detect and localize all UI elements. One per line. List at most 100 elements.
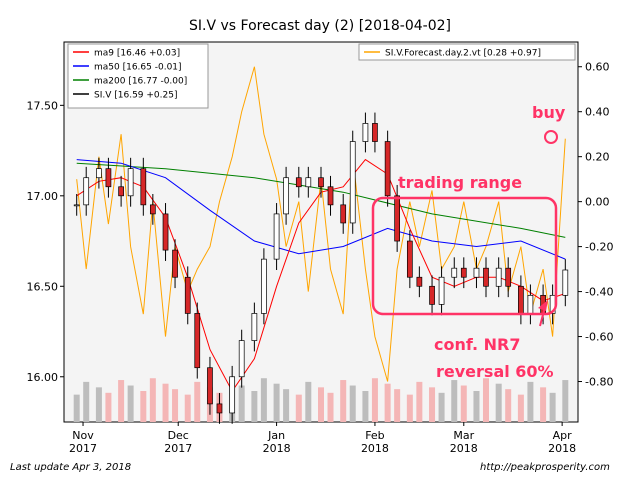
legend-left-label: ma200 [16.77 -0.00] <box>94 77 187 87</box>
volume-bar <box>318 387 324 422</box>
candle-body <box>172 249 178 278</box>
volume-bar <box>194 381 201 422</box>
y-left-tick-label: 17.00 <box>27 190 59 203</box>
volume-bar <box>473 390 480 422</box>
candle-body <box>140 168 147 206</box>
legend-left-box <box>67 43 209 109</box>
conf-nr7-label: conf. NR7 <box>434 335 520 354</box>
candle-body <box>527 294 534 314</box>
candle-body <box>238 340 245 378</box>
candle-body <box>149 204 156 215</box>
y-right-tick-label: -0.20 <box>585 241 613 254</box>
x-tick-label: Nov <box>72 429 94 442</box>
candle-body <box>372 123 378 142</box>
axes: 16.00 16.50 17.00 17.50 -0.80 -0.60 -0.40 -0.20… <box>27 61 614 455</box>
volume-bar <box>118 380 125 422</box>
ma50-line <box>76 159 566 260</box>
candle-body <box>384 141 391 197</box>
candle-body <box>184 276 191 314</box>
candle-body <box>327 186 334 206</box>
volume-bar <box>283 389 290 422</box>
candle-body <box>518 285 524 314</box>
volume-bar <box>305 381 312 422</box>
candle-body <box>394 195 400 242</box>
candle-body <box>349 141 356 224</box>
volume-bar <box>105 392 112 422</box>
volume-bar <box>505 389 512 422</box>
y-right-tick-label: -0.60 <box>585 331 613 344</box>
volume-bars <box>73 378 569 422</box>
volume-bar <box>394 389 401 422</box>
candle-body <box>207 367 213 405</box>
legend-right-box <box>358 43 576 61</box>
volume-bar <box>172 389 179 422</box>
reversal-label: reversal 60% <box>436 362 554 381</box>
candle-body <box>362 123 369 142</box>
volume-bar <box>406 394 413 422</box>
candle-body <box>295 177 302 188</box>
volume-bar <box>238 385 245 422</box>
x-tick-label: Feb <box>365 429 384 442</box>
candle-body <box>251 313 258 341</box>
candle-body <box>451 267 458 278</box>
x-tick-label: 2018 <box>450 442 478 455</box>
y-right-tick-label: -0.80 <box>585 376 613 389</box>
footer-left: Last update Apr 3, 2018 <box>10 462 132 473</box>
volume-bar <box>95 387 102 422</box>
y-right-tick-label: 0.40 <box>585 106 610 119</box>
candle-body <box>438 276 445 305</box>
y-left-tick-label: 16.50 <box>27 280 59 293</box>
ma200-line <box>76 162 566 238</box>
candle-body <box>73 204 80 207</box>
candle-body <box>473 267 480 278</box>
candle-body <box>318 177 324 188</box>
volume-bar <box>527 381 534 422</box>
candle-body <box>162 213 169 251</box>
x-tick-label: Jan <box>267 429 285 442</box>
y-right-tick-label: 0.60 <box>585 61 610 74</box>
candle-body <box>562 269 569 296</box>
candle-body <box>216 403 223 414</box>
y-right-tick-label: 0.20 <box>585 151 610 164</box>
x-tick-label: 2018 <box>361 442 389 455</box>
volume-bar <box>362 390 369 422</box>
candle-body <box>127 168 134 197</box>
buy-label: buy <box>532 103 566 122</box>
candle-body <box>96 168 102 179</box>
candle-body <box>261 258 267 314</box>
candle-body <box>505 267 512 287</box>
buy-marker <box>544 130 558 144</box>
legend-right-label: SI.V.Forecast.day.2.vt [0.28 +0.97] <box>385 49 541 59</box>
volume-bar <box>429 387 436 422</box>
x-tick-label: Apr <box>553 429 573 442</box>
candle-body <box>83 177 90 206</box>
volume-bar <box>149 378 156 422</box>
volume-bar <box>251 390 258 422</box>
legend-left-label: ma9 [16.46 +0.03] <box>94 49 180 59</box>
trading-range-label: trading range <box>398 173 522 192</box>
x-tick-label: Dec <box>168 429 189 442</box>
volume-bar <box>340 380 347 422</box>
legend-left-label: ma50 [16.65 -0.01] <box>94 63 182 73</box>
candle-body <box>194 313 201 369</box>
volume-bar <box>495 383 502 422</box>
y-right-tick-label: -0.40 <box>585 286 613 299</box>
candle-body <box>105 168 112 188</box>
x-tick-label: 2017 <box>164 442 192 455</box>
volume-bar <box>451 380 458 422</box>
volume-bar <box>327 392 334 422</box>
volume-bar <box>384 383 391 422</box>
x-tick-label: 2017 <box>69 442 97 455</box>
candle-body <box>229 376 236 414</box>
volume-bar <box>349 385 356 422</box>
footer-right: http://peakprosperity.com <box>480 462 610 473</box>
x-tick-label: 2018 <box>263 442 291 455</box>
volume-bar <box>460 385 467 422</box>
y-left-tick-label: 17.50 <box>27 99 59 112</box>
volume-bar <box>83 381 90 422</box>
candle-body <box>495 267 502 287</box>
volume-bar <box>517 394 524 422</box>
candle-body <box>406 240 413 278</box>
volume-bar <box>73 394 80 422</box>
